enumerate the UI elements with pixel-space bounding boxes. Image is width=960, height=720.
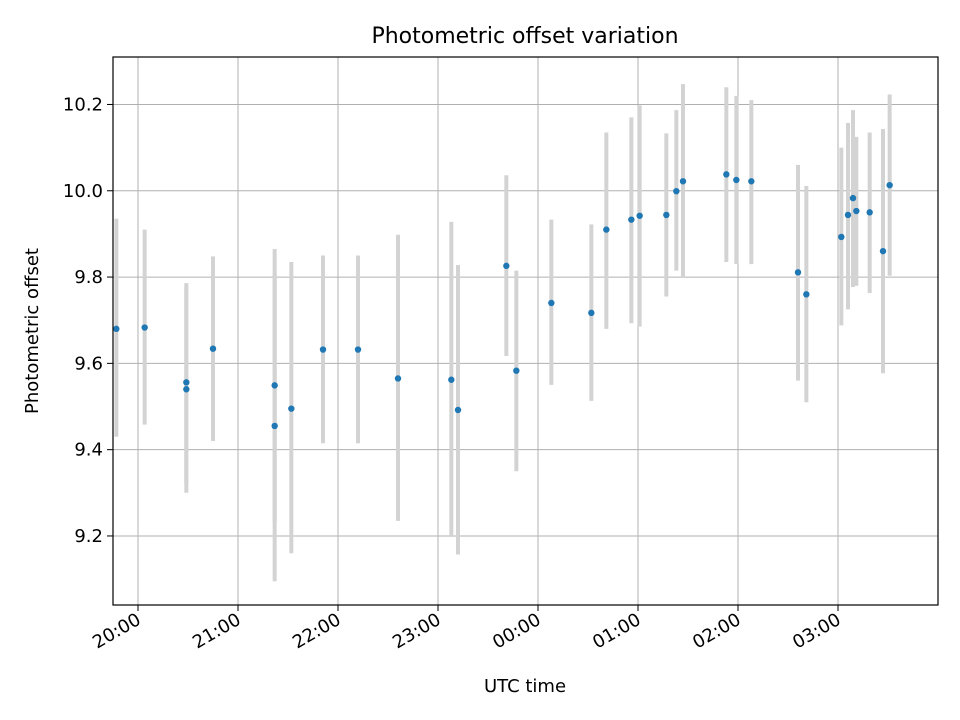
data-point bbox=[454, 406, 462, 414]
data-point bbox=[603, 226, 610, 233]
data-point bbox=[794, 269, 802, 276]
data-point bbox=[448, 376, 455, 383]
data-point bbox=[394, 375, 402, 382]
data-point bbox=[748, 178, 755, 185]
data-point bbox=[141, 324, 148, 331]
data-point bbox=[209, 345, 217, 352]
data-point bbox=[886, 181, 893, 189]
data-point bbox=[271, 382, 278, 389]
data-point bbox=[113, 325, 120, 333]
data-point bbox=[183, 379, 190, 386]
data-point bbox=[503, 262, 510, 270]
data-point bbox=[853, 207, 860, 215]
data-point bbox=[354, 346, 362, 353]
data-point bbox=[513, 367, 520, 374]
data-point bbox=[866, 209, 873, 216]
x-axis-label: UTC time bbox=[484, 676, 566, 697]
data-point bbox=[636, 212, 643, 219]
y-tick-label: 9.8 bbox=[74, 267, 103, 288]
data-points bbox=[113, 171, 893, 430]
data-point bbox=[663, 211, 670, 219]
y-tick-label: 9.2 bbox=[74, 526, 103, 547]
data-point bbox=[319, 346, 327, 353]
data-point bbox=[183, 386, 190, 393]
data-point bbox=[803, 291, 810, 298]
data-point bbox=[628, 216, 635, 223]
y-tick-label: 9.4 bbox=[74, 440, 103, 461]
data-point bbox=[548, 299, 555, 307]
data-point bbox=[838, 233, 845, 241]
plot-frame bbox=[112, 56, 939, 606]
y-axis-ticks: 9.2 9.4 9.6 9.8 10.0 10.2 bbox=[63, 94, 113, 547]
y-tick-label: 9.6 bbox=[74, 353, 103, 374]
y-tick-label: 10.0 bbox=[63, 181, 103, 202]
chart-title: Photometric offset variation bbox=[371, 24, 678, 49]
y-axis-label: Photometric offset bbox=[22, 248, 43, 414]
data-point bbox=[679, 178, 687, 185]
y-tick-label: 10.2 bbox=[63, 94, 103, 115]
grid bbox=[113, 57, 938, 605]
data-point bbox=[879, 247, 887, 255]
data-point bbox=[288, 405, 295, 412]
data-point bbox=[588, 309, 595, 317]
data-point bbox=[733, 176, 740, 184]
data-point bbox=[723, 171, 730, 178]
data-point bbox=[844, 211, 852, 219]
data-point bbox=[271, 422, 278, 430]
data-point bbox=[849, 194, 857, 202]
data-point bbox=[673, 187, 680, 195]
